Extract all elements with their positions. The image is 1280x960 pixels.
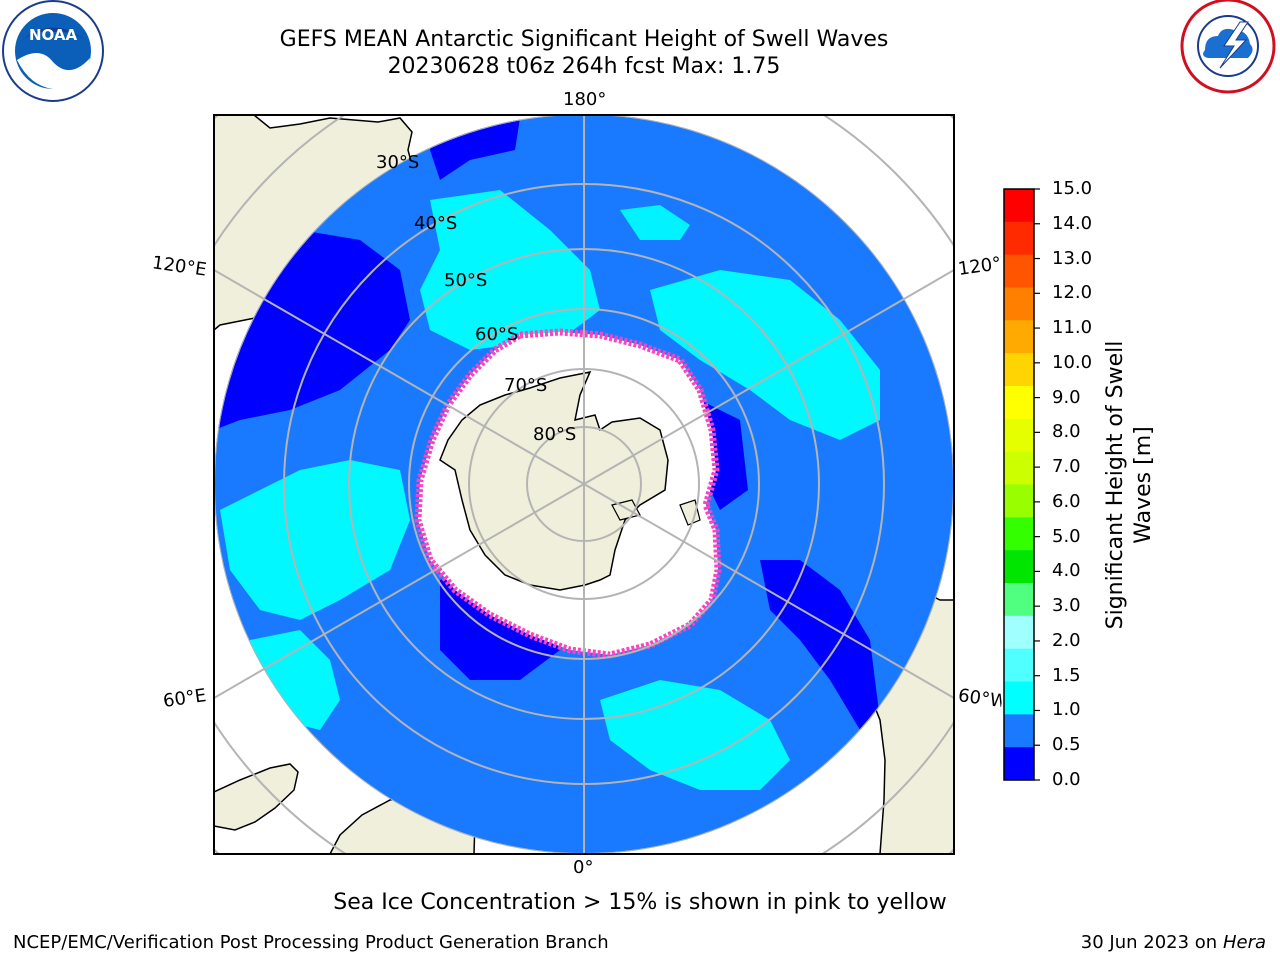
colorbar-segment	[1004, 484, 1034, 518]
colorbar-segment	[1004, 615, 1034, 650]
colorbar-tick-label: 6.0	[1052, 490, 1081, 512]
colorbar-segment	[1004, 189, 1034, 223]
colorbar-tick-label: 0.5	[1052, 734, 1081, 756]
colorbar-label: Significant Height of Swell Waves [m]	[1103, 340, 1156, 630]
lon-label-0: 0°	[573, 857, 594, 878]
colorbar-tick-label: 5.0	[1052, 525, 1081, 547]
colorbar-segment	[1004, 451, 1034, 485]
colorbar-segment	[1004, 747, 1034, 781]
colorbar-segment	[1004, 648, 1034, 682]
colorbar-tick-label: 14.0	[1052, 212, 1093, 234]
colorbar-segment	[1004, 517, 1034, 551]
colorbar-segment	[1004, 254, 1034, 288]
lon-label-180: 180°	[563, 89, 607, 110]
colorbar-tick-label: 3.0	[1052, 595, 1081, 617]
run-date: 30 Jun 2023 on Hera	[1080, 932, 1266, 953]
colorbar-tick-label: 9.0	[1052, 386, 1081, 408]
map-frame	[213, 114, 955, 855]
colorbar-segment	[1004, 583, 1034, 617]
noaa-logo: NOAA	[2, 0, 104, 102]
lat-label-50s: 50°S	[444, 270, 488, 291]
colorbar-tick-label: 2.0	[1052, 629, 1081, 651]
land-madagascar	[214, 763, 299, 831]
colorbar-segment	[1004, 353, 1034, 387]
lat-label-40s: 40°S	[414, 213, 458, 234]
nws-logo	[1180, 0, 1276, 94]
noaa-logo-text: NOAA	[29, 26, 78, 44]
colorbar-segment	[1004, 550, 1034, 584]
colorbar-segment	[1004, 714, 1034, 748]
colorbar-tick-label: 8.0	[1052, 421, 1081, 443]
chart-subtitle: 20230628 t06z 264h fcst Max: 1.75	[387, 54, 781, 79]
colorbar-segment	[1004, 681, 1034, 715]
colorbar-frame	[1003, 188, 1035, 781]
colorbar-tick-label: 10.0	[1052, 351, 1093, 373]
credit-text: NCEP/EMC/Verification Post Processing Pr…	[13, 932, 609, 953]
colorbar-tick-label: 13.0	[1052, 247, 1093, 269]
lat-label-70s: 70°S	[504, 375, 548, 396]
colorbar-tick-label: 7.0	[1052, 456, 1081, 478]
colorbar	[1003, 188, 1040, 781]
colorbar-segment	[1004, 221, 1034, 256]
lat-label-80s: 80°S	[533, 424, 577, 445]
machine-name: Hera	[1222, 932, 1266, 953]
swell-field	[214, 115, 954, 854]
colorbar-tick-label: 0.0	[1052, 769, 1081, 790]
lat-label-30s: 30°S	[376, 152, 420, 173]
colorbar-tick-label: 15.0	[1052, 178, 1093, 199]
graticule	[214, 115, 954, 854]
colorbar-tick-label: 12.0	[1052, 282, 1093, 304]
sea-ice-caption: Sea Ice Concentration > 15% is shown in …	[333, 890, 947, 915]
polar-map	[214, 115, 954, 854]
lat-label-60s: 60°S	[475, 324, 519, 345]
chart-title: GEFS MEAN Antarctic Significant Height o…	[279, 27, 889, 52]
colorbar-tick-label: 1.0	[1052, 699, 1081, 721]
colorbar-segment	[1004, 386, 1034, 420]
colorbar-tick-label: 1.5	[1052, 664, 1081, 686]
colorbar-segment	[1004, 320, 1034, 354]
colorbar-tick-label: 11.0	[1052, 317, 1093, 339]
colorbar-tick-label: 4.0	[1052, 560, 1081, 582]
colorbar-segment	[1004, 287, 1034, 321]
colorbar-segment	[1004, 418, 1034, 453]
